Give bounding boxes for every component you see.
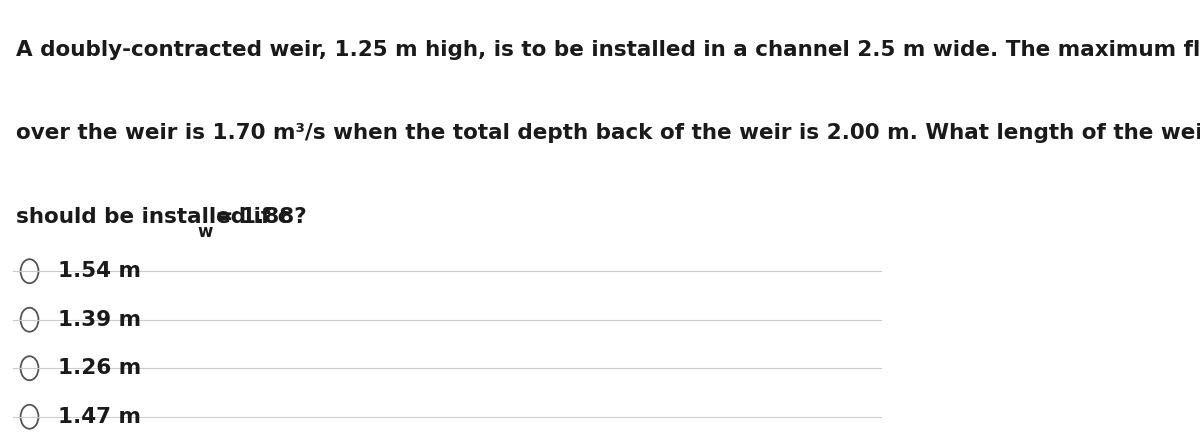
Text: w: w — [198, 223, 212, 241]
Text: = 1.88?: = 1.88? — [209, 207, 307, 227]
Text: A doubly-contracted weir, 1.25 m high, is to be installed in a channel 2.5 m wid: A doubly-contracted weir, 1.25 m high, i… — [16, 40, 1200, 60]
Text: should be installed if c: should be installed if c — [16, 207, 290, 227]
Text: over the weir is 1.70 m³/s when the total depth back of the weir is 2.00 m. What: over the weir is 1.70 m³/s when the tota… — [16, 123, 1200, 143]
Text: 1.26 m: 1.26 m — [58, 358, 142, 378]
Text: 1.47 m: 1.47 m — [58, 407, 142, 427]
Text: 1.54 m: 1.54 m — [58, 261, 142, 281]
Text: 1.39 m: 1.39 m — [58, 310, 142, 330]
